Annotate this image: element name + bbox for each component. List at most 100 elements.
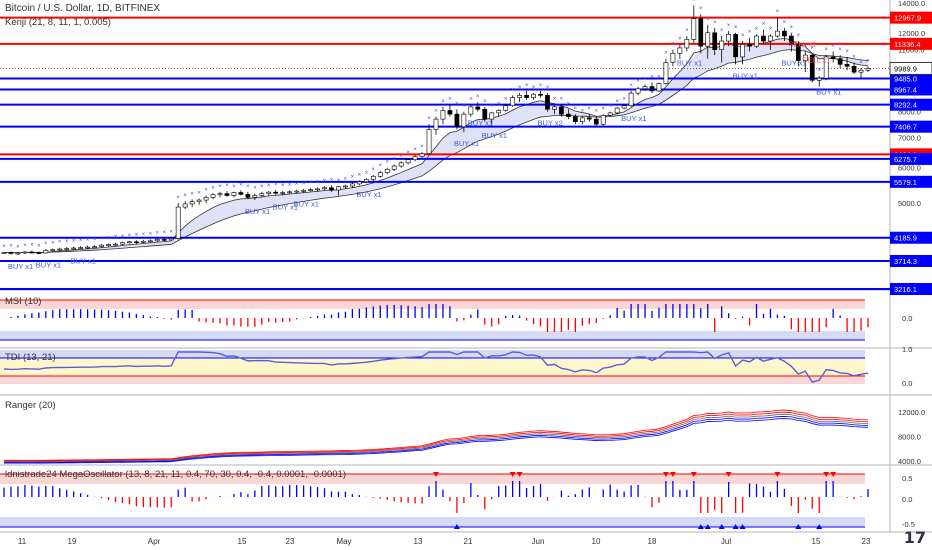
kenji-marker: × xyxy=(260,184,264,190)
price-tick-label: 7000.0 xyxy=(898,134,921,143)
candle xyxy=(384,168,390,173)
candle xyxy=(50,249,56,251)
kenji-marker: × xyxy=(734,25,738,31)
candle xyxy=(447,110,453,115)
candle xyxy=(161,239,167,241)
kenji-marker: × xyxy=(553,97,557,103)
buy-signal-label: BUY x1 xyxy=(816,87,841,96)
tdi-upper-zone xyxy=(0,350,865,358)
time-axis-label: 15 xyxy=(812,537,821,546)
kenji-marker: × xyxy=(316,179,320,185)
candle xyxy=(99,244,104,247)
mega-tick-label: -0.5 xyxy=(902,520,915,529)
kenji-marker: × xyxy=(107,236,111,242)
kenji-marker: × xyxy=(448,97,452,103)
mega-oscillator-pane-title: ldnistrade24 MegaOscillator (13, 8, 21, … xyxy=(5,469,346,480)
kenji-marker: × xyxy=(72,239,76,245)
kenji-marker: × xyxy=(211,185,215,191)
candle xyxy=(782,30,787,37)
kenji-marker: × xyxy=(441,99,445,105)
sell-arrow xyxy=(516,472,523,477)
time-axis-label: 19 xyxy=(68,537,77,546)
candle xyxy=(231,192,237,196)
blue-level-tag xyxy=(890,283,932,296)
candle xyxy=(433,118,439,130)
buy-signal-label: BUY x1 xyxy=(294,200,319,209)
kenji-marker: × xyxy=(274,182,278,188)
candle xyxy=(245,194,251,198)
candle xyxy=(36,252,42,254)
sell-arrow xyxy=(823,472,830,477)
candle xyxy=(287,191,293,194)
candle xyxy=(865,68,871,71)
kenji-marker: × xyxy=(574,106,578,112)
kenji-marker: × xyxy=(741,33,745,39)
candle xyxy=(57,248,63,251)
buy-arrow xyxy=(732,524,739,529)
candle xyxy=(593,118,599,125)
kenji-marker: × xyxy=(385,160,389,166)
kenji-marker: × xyxy=(824,47,828,53)
kenji-marker: × xyxy=(692,0,696,4)
kenji-marker: × xyxy=(483,99,487,105)
red-level-tag xyxy=(890,11,932,24)
red-level-tag xyxy=(890,37,932,50)
ranger-tick-label: 8000.0 xyxy=(898,433,921,442)
kenji-marker: × xyxy=(769,26,773,32)
time-axis-label: Jun xyxy=(532,537,545,546)
tdi-pane-title: TDI (13, 21) xyxy=(5,352,56,363)
kenji-marker: × xyxy=(601,106,605,112)
candle xyxy=(280,192,286,194)
kenji-marker: × xyxy=(581,109,585,115)
kenji-marker: × xyxy=(567,101,571,107)
candle xyxy=(412,156,418,161)
candle xyxy=(238,192,244,195)
kenji-marker: × xyxy=(58,240,62,246)
candle xyxy=(259,193,265,196)
blue-level-label: 3216.1 xyxy=(894,285,917,294)
blue-level-label: 6275.7 xyxy=(894,155,917,164)
kenji-marker: × xyxy=(295,182,299,188)
candle xyxy=(705,32,711,47)
candle xyxy=(642,86,648,90)
candle xyxy=(210,194,216,198)
time-axis-label: Jul xyxy=(721,537,731,546)
candle xyxy=(203,197,209,201)
mega-overbought-zone xyxy=(0,474,865,484)
kenji-marker: × xyxy=(135,232,139,238)
sell-arrow xyxy=(774,472,781,477)
kenji-marker: × xyxy=(797,33,801,39)
candle xyxy=(127,241,132,244)
kenji-marker: × xyxy=(30,243,34,249)
kenji-marker: × xyxy=(776,9,780,15)
blue-level-label: 8967.4 xyxy=(894,85,917,94)
kenji-marker: × xyxy=(413,147,417,153)
time-axis-label: May xyxy=(336,537,351,546)
candle xyxy=(858,69,864,73)
time-axis-label: 21 xyxy=(464,537,473,546)
buy-arrow xyxy=(739,524,746,529)
ranger-pane-title: Ranger (20) xyxy=(5,400,56,411)
candle xyxy=(301,190,306,192)
kenji-marker: × xyxy=(427,116,431,122)
kenji-marker: × xyxy=(455,101,459,107)
candle xyxy=(398,162,404,167)
msi-tick-label: 0.0 xyxy=(902,314,912,323)
candle xyxy=(559,106,564,115)
ema-slow-line xyxy=(3,49,869,254)
kenji-marker: × xyxy=(671,42,675,48)
kenji-marker: × xyxy=(852,54,856,60)
kenji-marker: × xyxy=(246,184,250,190)
kenji-marker: × xyxy=(490,104,494,110)
kenji-marker: × xyxy=(748,30,752,36)
kenji-marker: × xyxy=(434,109,438,115)
blue-level-tag xyxy=(890,231,932,244)
kenji-marker: × xyxy=(595,109,599,115)
buy-arrow xyxy=(697,524,704,529)
candle xyxy=(1,252,7,254)
kenji-marker: × xyxy=(804,43,808,49)
kenji-marker: × xyxy=(657,74,661,80)
kenji-marker: × xyxy=(156,230,160,236)
candle xyxy=(134,241,139,244)
